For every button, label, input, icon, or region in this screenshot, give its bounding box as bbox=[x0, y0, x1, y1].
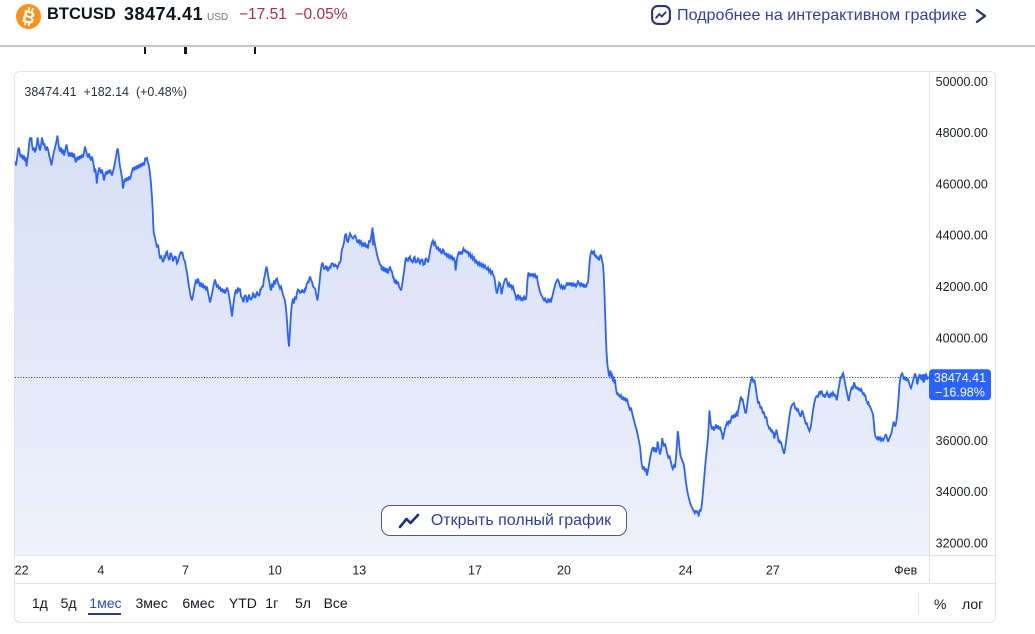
svg-text:38474.41 +182.14 (+0.48%): 38474.41 +182.14 (+0.48%) bbox=[24, 85, 187, 99]
svg-text:20: 20 bbox=[557, 563, 571, 577]
svg-text:22: 22 bbox=[15, 563, 29, 577]
svg-text:−16.98%: −16.98% bbox=[935, 385, 985, 399]
svg-text:10: 10 bbox=[268, 563, 282, 577]
svg-text:46000.00: 46000.00 bbox=[936, 177, 988, 191]
svg-text:44000.00: 44000.00 bbox=[936, 229, 988, 243]
svg-text:48000.00: 48000.00 bbox=[936, 126, 988, 140]
svg-text:40000.00: 40000.00 bbox=[936, 331, 988, 345]
svg-text:24: 24 bbox=[679, 563, 693, 577]
svg-text:42000.00: 42000.00 bbox=[936, 280, 988, 294]
svg-text:Фев: Фев bbox=[894, 563, 917, 577]
svg-text:7: 7 bbox=[182, 563, 189, 577]
svg-text:27: 27 bbox=[766, 563, 780, 577]
svg-text:32000.00: 32000.00 bbox=[936, 537, 988, 551]
svg-text:4: 4 bbox=[97, 563, 104, 577]
svg-text:38474.41: 38474.41 bbox=[934, 371, 986, 385]
svg-text:34000.00: 34000.00 bbox=[936, 485, 988, 499]
svg-text:50000.00: 50000.00 bbox=[936, 75, 988, 89]
svg-text:13: 13 bbox=[352, 563, 366, 577]
svg-text:17: 17 bbox=[468, 563, 482, 577]
svg-text:36000.00: 36000.00 bbox=[936, 434, 988, 448]
